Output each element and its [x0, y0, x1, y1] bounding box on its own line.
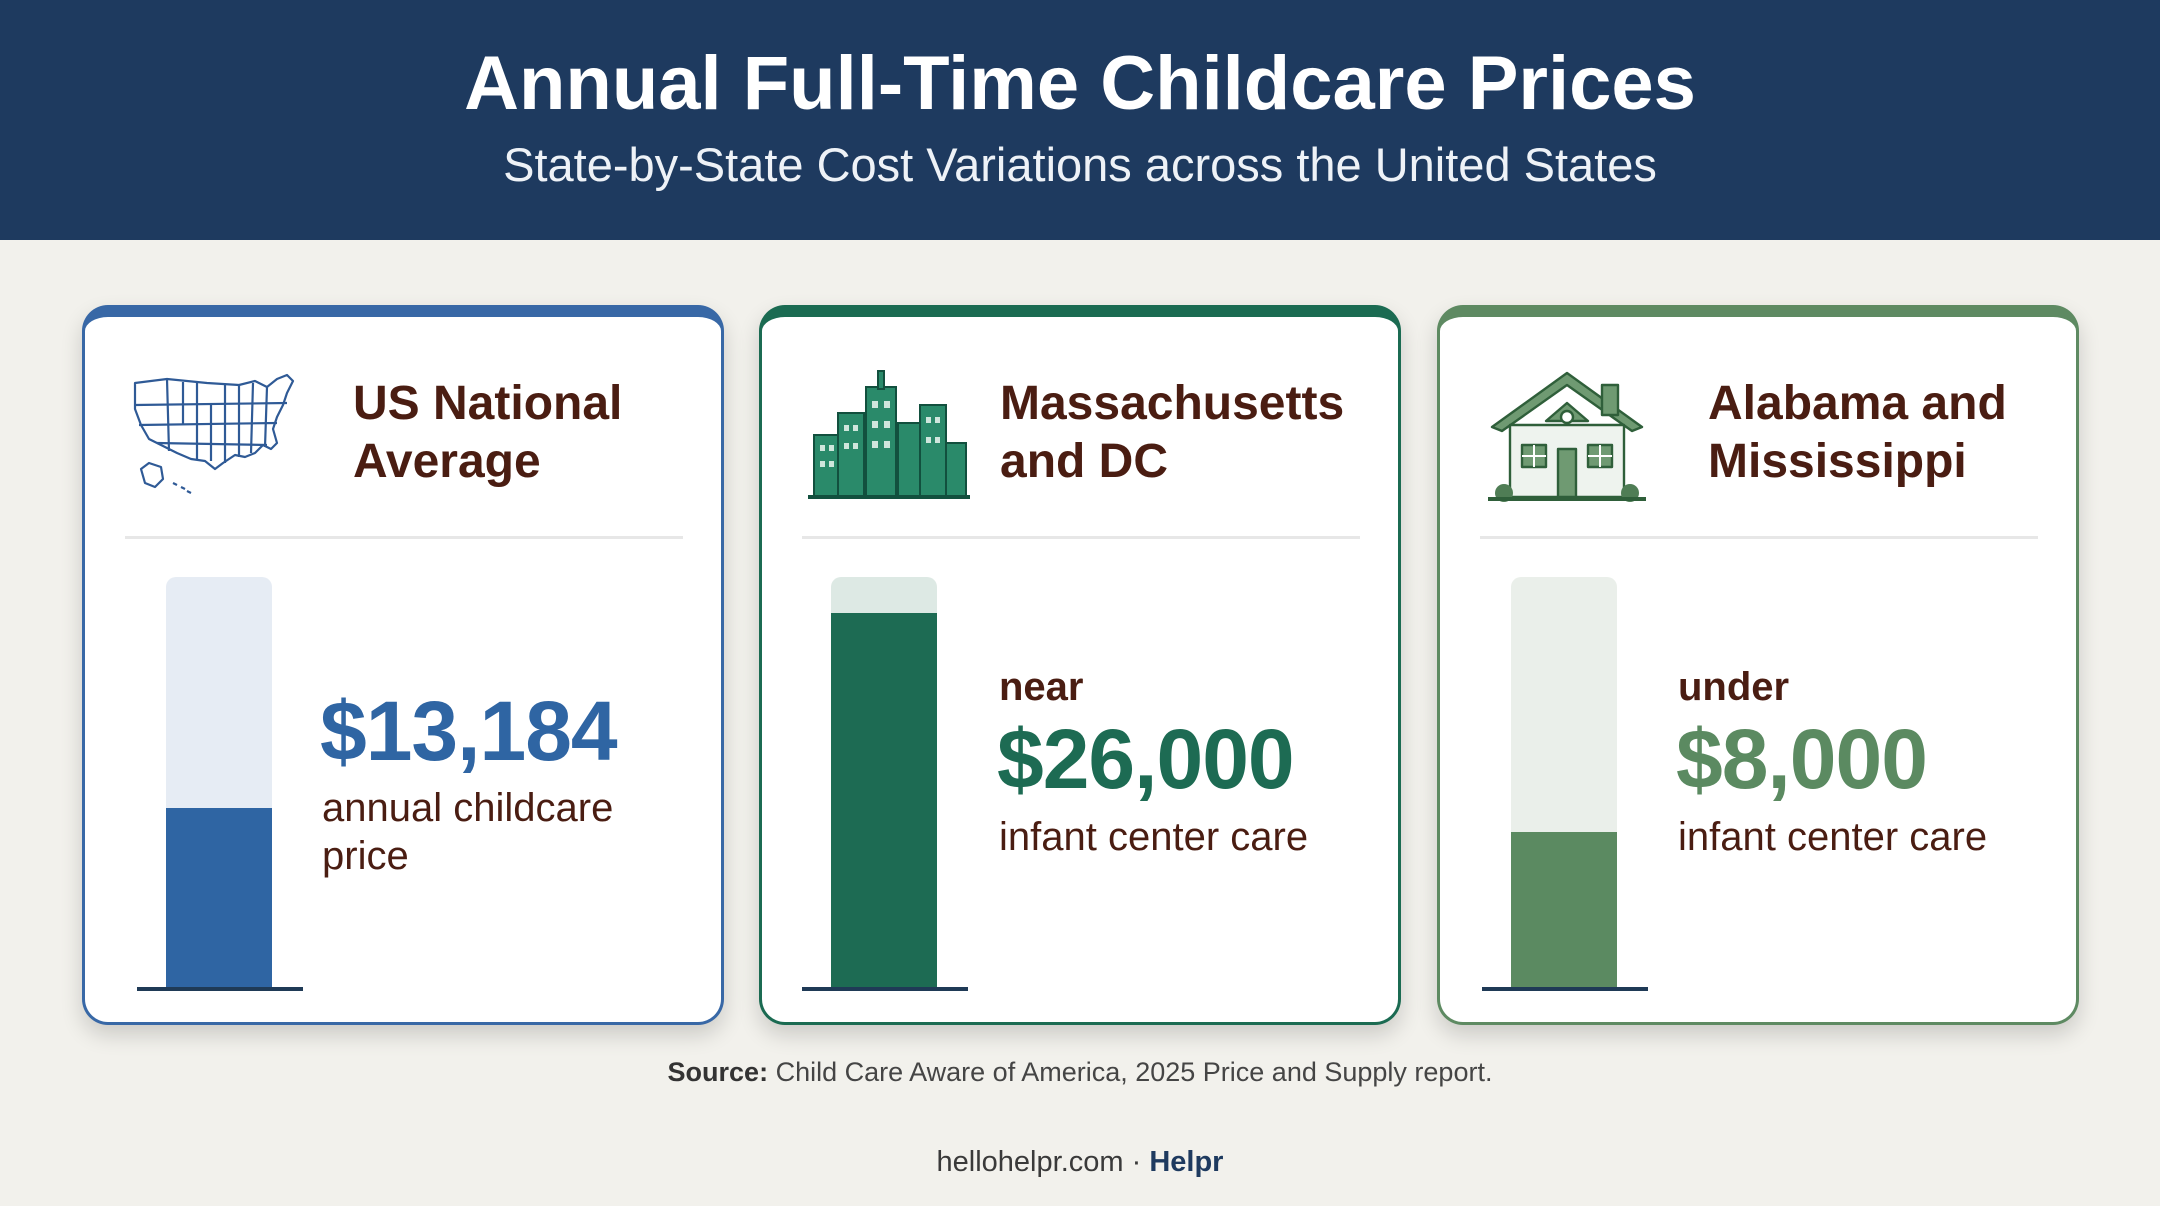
- value-label: $26,000: [997, 712, 1295, 806]
- source-note: Source: Child Care Aware of America, 202…: [0, 1057, 2160, 1088]
- card-alabama-mississippi: Alabama and Mississippi under $8,000 inf…: [1437, 305, 2079, 1025]
- value-label: $8,000: [1676, 712, 1928, 806]
- card-us-national-average: US National Average $13,184 annual child…: [82, 305, 724, 1025]
- city-skyline-icon: [808, 370, 970, 499]
- bar-baseline: [137, 987, 303, 991]
- page-subtitle: State-by-State Cost Variations across th…: [503, 138, 1657, 191]
- value-description: infant center care: [1678, 815, 1988, 859]
- footer: hellohelpr.com · Helpr: [0, 1146, 2160, 1179]
- card-title: US National Average: [353, 377, 623, 488]
- value-label: $13,184: [320, 684, 618, 778]
- value-description: annual childcare price: [322, 786, 614, 878]
- footer-brand: Helpr: [1149, 1146, 1224, 1178]
- bar: [1511, 832, 1617, 989]
- card-title: Massachusetts and DC: [1000, 377, 1345, 488]
- card-massachusetts-dc: Massachusetts and DC near $26,000 infant…: [759, 305, 1401, 1025]
- footer-separator: ·: [1123, 1146, 1150, 1178]
- header-banner: Annual Full-Time Childcare Prices State-…: [0, 0, 2160, 240]
- bar-track: [166, 577, 272, 989]
- bar-baseline: [802, 987, 968, 991]
- card-title: Alabama and Mississippi: [1708, 377, 2007, 488]
- bar: [166, 807, 272, 989]
- bar-track: [1511, 577, 1617, 989]
- divider: [125, 536, 683, 539]
- page-title: Annual Full-Time Childcare Prices: [464, 41, 1696, 126]
- divider: [1480, 536, 2038, 539]
- divider: [802, 536, 1360, 539]
- us-map-icon: [133, 373, 295, 494]
- value-prefix: near: [999, 665, 1084, 709]
- value-description: infant center care: [999, 815, 1309, 859]
- source-text: Child Care Aware of America, 2025 Price …: [768, 1057, 1493, 1087]
- bar: [831, 613, 937, 989]
- bar-track: [831, 577, 937, 989]
- house-icon: [1488, 371, 1646, 502]
- value-prefix: under: [1678, 665, 1790, 709]
- footer-site: hellohelpr.com: [936, 1146, 1124, 1178]
- source-label: Source:: [667, 1057, 769, 1087]
- bar-baseline: [1482, 987, 1648, 991]
